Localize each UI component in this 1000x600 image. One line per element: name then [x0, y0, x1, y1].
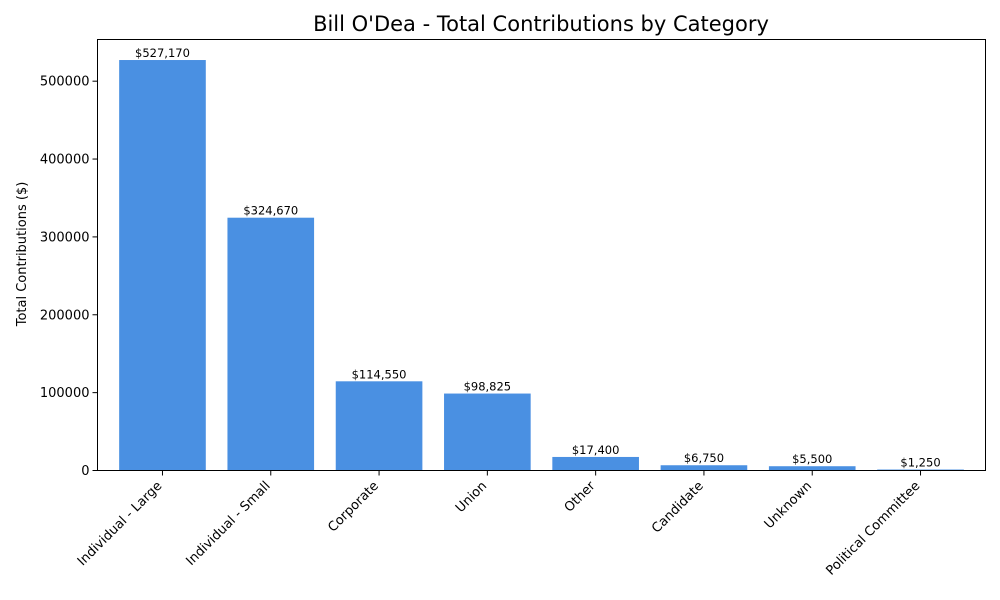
y-tick-label: 400000 [40, 153, 90, 168]
x-tick-label: Individual - Small [184, 479, 274, 569]
x-tick-label: Union [453, 479, 490, 516]
bars-group: $527,170 $324,670 $114,550 $98,825 $17,400 $6… [119, 46, 964, 471]
bar-value-label: $5,500 [792, 452, 832, 466]
x-tick-label: Candidate [649, 479, 707, 537]
bar-value-label: $114,550 [352, 367, 407, 381]
bar [335, 381, 423, 471]
x-tick-label: Other [562, 478, 599, 515]
y-tick-label: 100000 [40, 386, 90, 401]
bar [768, 466, 856, 471]
bar-value-label: $324,670 [243, 204, 298, 218]
y-tick-label: 200000 [40, 308, 90, 323]
plot-frame [97, 39, 986, 471]
x-tick-label: Political Committee [823, 479, 923, 579]
bar-value-label: $1,250 [900, 456, 940, 470]
x-tick-label: Unknown [762, 479, 815, 532]
bar-value-label: $17,400 [572, 443, 620, 457]
x-tick-label: Individual - Large [75, 479, 165, 569]
bar [660, 465, 748, 471]
x-tick-label: Corporate [325, 479, 382, 536]
bar [552, 456, 639, 471]
bar-value-label: $527,170 [135, 46, 190, 60]
bar-value-label: $6,750 [684, 451, 724, 465]
bar [119, 60, 206, 471]
y-ticks-group: 0 100000 200000 300000 400000 500000 [40, 75, 98, 479]
bar-value-label: $98,825 [464, 380, 512, 394]
y-tick-label: 300000 [40, 230, 90, 245]
y-tick-label: 0 [81, 464, 89, 479]
bar [444, 393, 531, 471]
x-ticks-group: Individual - Large Individual - Small Corp… [75, 470, 923, 579]
y-axis-label: Total Contributions ($) [15, 182, 30, 328]
bar [227, 217, 315, 471]
y-tick-label: 500000 [40, 75, 90, 90]
chart-title: Bill O'Dea - Total Contributions by Cate… [313, 12, 769, 36]
